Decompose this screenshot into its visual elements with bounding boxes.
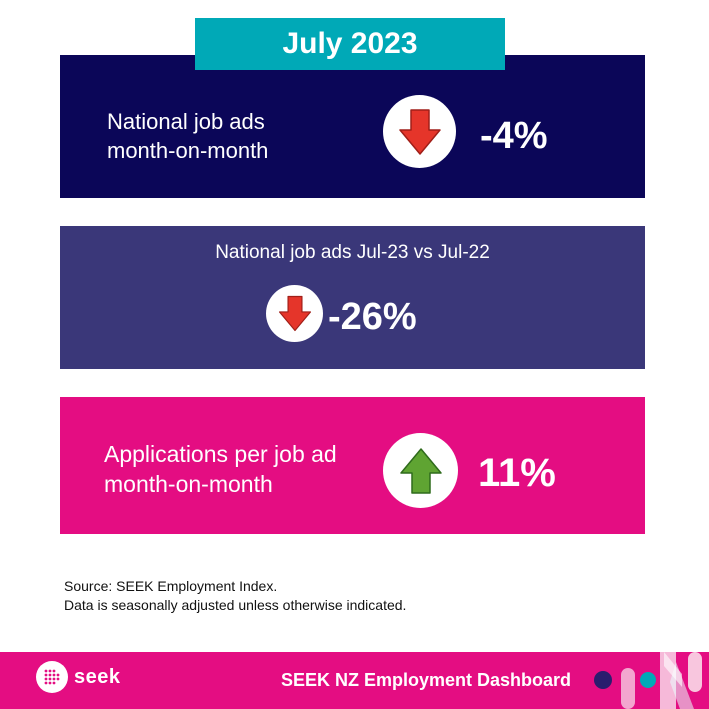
up-arrow-icon bbox=[383, 433, 458, 508]
month-tab: July 2023 bbox=[195, 18, 505, 70]
card-label: Applications per job ad month-on-month bbox=[104, 439, 374, 499]
source-note: Source: SEEK Employment Index. Data is s… bbox=[64, 577, 406, 615]
card-national-ads-yoy: National job ads Jul-23 vs Jul-22 -26% bbox=[60, 226, 645, 369]
decorative-shapes bbox=[594, 652, 702, 709]
card-value: 11% bbox=[478, 451, 556, 495]
card-label-line1: Applications per job ad bbox=[104, 441, 337, 467]
source-line2: Data is seasonally adjusted unless other… bbox=[64, 597, 407, 613]
seek-logo-text: seek bbox=[74, 665, 121, 688]
seek-logo: seek bbox=[36, 661, 121, 693]
card-value: -4% bbox=[480, 115, 548, 157]
card-label-line2: month-on-month bbox=[104, 471, 273, 497]
card-label: National job ads month-on-month bbox=[107, 107, 367, 165]
down-arrow-icon bbox=[383, 95, 456, 168]
card-label: National job ads Jul-23 vs Jul-22 bbox=[215, 242, 490, 263]
card-label-line1: National job ads bbox=[107, 109, 265, 134]
down-arrow-icon bbox=[266, 285, 323, 342]
footer-bar: seek SEEK NZ Employment Dashboard bbox=[0, 652, 709, 709]
card-applications-mom: Applications per job ad month-on-month 1… bbox=[60, 397, 645, 534]
card-national-ads-mom: National job ads month-on-month -4% bbox=[60, 55, 645, 198]
seek-logo-icon bbox=[36, 661, 68, 693]
month-title: July 2023 bbox=[282, 27, 418, 60]
dashboard-title: SEEK NZ Employment Dashboard bbox=[281, 670, 572, 690]
card-value: -26% bbox=[328, 296, 417, 338]
source-line1: Source: SEEK Employment Index. bbox=[64, 578, 278, 594]
card-label-line2: month-on-month bbox=[107, 138, 269, 163]
